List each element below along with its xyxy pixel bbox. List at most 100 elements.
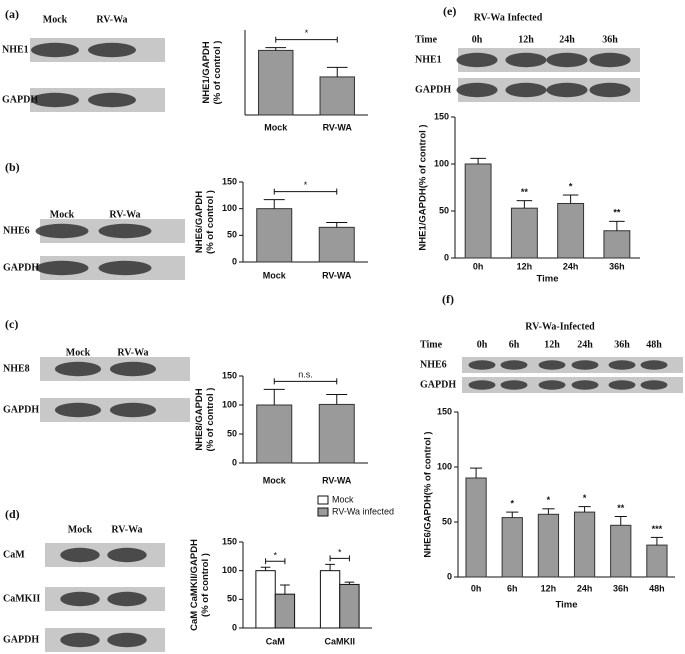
x-tick-label: 24h <box>563 261 579 271</box>
x-tick-label: CaMKII <box>324 636 355 646</box>
bar <box>255 570 276 629</box>
bar <box>610 524 632 578</box>
bar <box>319 76 355 116</box>
blot-band <box>546 52 588 68</box>
x-tick-label: CaM <box>266 636 285 646</box>
y-tick-label: 0 <box>232 457 237 467</box>
bar <box>256 404 293 464</box>
time-label: Time <box>420 339 443 350</box>
blot-band <box>505 82 547 98</box>
blot-band <box>31 92 79 108</box>
lane-label: Mock <box>43 14 68 25</box>
blot-band <box>54 402 102 418</box>
bar <box>557 202 585 259</box>
blot-band <box>589 52 631 68</box>
y-tick-label: 100 <box>434 158 449 168</box>
blot-band <box>54 361 102 377</box>
lane-label: 6h <box>509 339 520 350</box>
blot-band <box>107 547 147 563</box>
y-tick-label: 150 <box>222 370 237 380</box>
blot-band <box>500 380 528 390</box>
bar <box>465 477 487 578</box>
x-axis-label: Time <box>555 600 577 611</box>
x-tick-label: RV-WA <box>323 122 353 132</box>
x-tick-label: Mock <box>264 122 288 132</box>
blot-band <box>468 380 496 390</box>
blot-band <box>107 591 147 607</box>
time-label: Time <box>415 34 438 45</box>
y-tick-label: 100 <box>222 565 237 575</box>
blot-band <box>31 42 79 58</box>
y-tick-label: 50 <box>442 516 452 526</box>
significance: ** <box>521 187 529 197</box>
row-label: NHE6 <box>3 225 30 236</box>
blot-band <box>88 42 136 58</box>
row-label: NHE1 <box>2 44 29 55</box>
bar <box>646 544 668 578</box>
x-tick-label: RV-WA <box>322 475 352 485</box>
blot-band <box>546 82 588 98</box>
x-tick-label: 6h <box>507 583 518 593</box>
blot-band <box>571 360 599 370</box>
row-label: GAPDH <box>3 262 39 273</box>
lane-label: 12h <box>518 34 534 45</box>
significance: * <box>305 28 309 38</box>
row-label: NHE6 <box>420 359 447 370</box>
significance: *** <box>652 524 663 534</box>
blot-band <box>109 361 157 377</box>
blot-band <box>571 380 599 390</box>
lane-label: 12h <box>544 339 560 350</box>
row-label: GAPDH <box>420 379 456 390</box>
lane-label: Mock <box>68 524 93 535</box>
significance: ** <box>613 208 621 218</box>
blot-band <box>88 92 136 108</box>
lane-label: 48h <box>646 339 662 350</box>
blot-title: RV-Wa Infected <box>474 12 543 23</box>
blot-band <box>500 360 528 370</box>
y-tick-label: 50 <box>227 594 237 604</box>
legend-label: RV-Wa infected <box>332 506 394 516</box>
blot-band <box>608 380 636 390</box>
bar <box>464 163 492 259</box>
row-label: GAPDH <box>415 84 451 95</box>
lane-label: 36h <box>602 34 618 45</box>
y-axis-label: CaM CaMKII/GAPDH <box>189 539 200 631</box>
x-tick-label: 12h <box>541 583 557 593</box>
blot-band <box>538 360 566 370</box>
y-axis-label: (% of control ) <box>212 41 223 105</box>
blot-band <box>98 260 152 276</box>
panel-label: (e) <box>443 4 456 18</box>
blot-band <box>538 380 566 390</box>
panel-label: (b) <box>5 160 20 174</box>
bar <box>573 511 596 578</box>
legend-swatch <box>317 495 329 505</box>
blot-band <box>456 52 498 68</box>
bar <box>318 226 355 263</box>
y-axis-label: NHE8/GAPDH <box>194 388 205 450</box>
blot-band <box>98 223 152 239</box>
x-tick-label: 24h <box>577 583 593 593</box>
blot-band <box>640 380 668 390</box>
legend-label: Mock <box>332 494 354 504</box>
y-axis-label: NHE1/GAPDH <box>201 41 212 103</box>
blot-band <box>60 591 100 607</box>
row-label: GAPDH <box>2 94 38 105</box>
lane-label: 0h <box>472 34 483 45</box>
blot-band <box>505 52 547 68</box>
panel-label: (f) <box>442 292 454 306</box>
y-tick-label: 150 <box>222 536 237 546</box>
row-label: GAPDH <box>3 404 39 415</box>
y-tick-label: 0 <box>444 252 449 262</box>
x-tick-label: Mock <box>263 270 287 280</box>
panel-label: (d) <box>5 507 20 521</box>
blot-band <box>468 360 496 370</box>
lane-label: Mock <box>66 347 91 358</box>
y-tick-label: 150 <box>222 176 237 186</box>
lane-label: RV-Wa <box>96 14 127 25</box>
bar <box>603 230 631 259</box>
significance: * <box>510 498 514 508</box>
significance: * <box>304 180 308 190</box>
lane-label: Mock <box>50 209 75 220</box>
blot-band <box>109 402 157 418</box>
